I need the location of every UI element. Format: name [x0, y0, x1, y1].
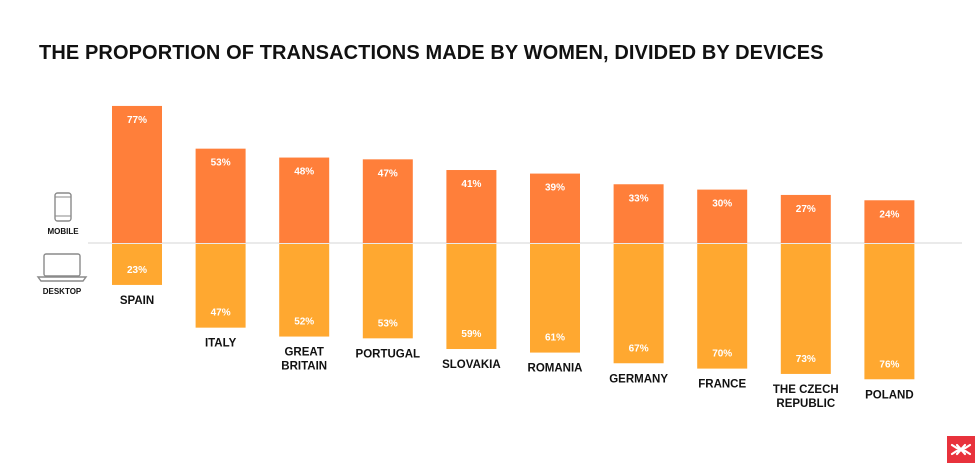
data-label-desktop: 47% [211, 308, 231, 319]
data-label-mobile: 33% [629, 193, 649, 204]
smartphone-icon [54, 192, 72, 222]
data-label-mobile: 47% [378, 168, 398, 179]
category-label-line: ITALY [205, 338, 237, 350]
bar-desktop [613, 244, 664, 364]
data-label-mobile: 77% [127, 115, 147, 126]
category-label: THE CZECH REPUBLIC [773, 384, 839, 410]
bar-desktop [864, 244, 915, 380]
chart-title: THE PROPORTION OF TRANSACTIONS MADE BY W… [39, 42, 824, 64]
bar-desktop [279, 244, 330, 337]
legend: MOBILE DESKTOP [36, 192, 88, 296]
bar-mobile [613, 184, 664, 243]
category-label: ITALY [205, 338, 237, 350]
data-label-desktop: 59% [461, 329, 481, 340]
category-label-line: REPUBLIC [776, 398, 835, 410]
data-label-mobile: 24% [879, 209, 899, 220]
bar-desktop [112, 244, 162, 285]
data-label-mobile: 27% [796, 204, 816, 215]
category-label: SPAIN [120, 295, 154, 307]
data-label-mobile: 41% [461, 179, 481, 190]
category-label-line: SPAIN [120, 295, 154, 307]
bar-desktop [195, 244, 246, 328]
data-label-mobile: 30% [712, 199, 732, 210]
legend-mobile-label: MOBILE [47, 227, 79, 236]
category-label: GREAT BRITAIN [281, 347, 327, 373]
category-label-line: GERMANY [609, 373, 668, 385]
data-label-mobile: 48% [294, 167, 314, 178]
bar-mobile [864, 200, 915, 243]
data-label-mobile: 53% [211, 158, 231, 169]
category-label: ROMANIA [528, 363, 583, 375]
bar-desktop [780, 244, 831, 374]
category-label-line: GREAT [284, 347, 323, 359]
brand-logo-icon [947, 436, 975, 463]
category-label: PORTUGAL [356, 348, 421, 360]
data-label-desktop: 73% [796, 354, 816, 365]
category-label-line: THE CZECH [773, 384, 839, 396]
bar-mobile [112, 105, 162, 243]
category-label-line: PORTUGAL [356, 348, 421, 360]
bar-mobile [530, 173, 580, 243]
bar-mobile [279, 157, 330, 243]
bar-mobile [697, 189, 748, 243]
category-label-line: POLAND [865, 389, 914, 401]
category-label: SLOVAKIA [442, 359, 501, 371]
bar-mobile [446, 170, 497, 243]
category-label-line: BRITAIN [281, 361, 327, 373]
category-label: GERMANY [609, 373, 668, 385]
legend-desktop-label: DESKTOP [43, 287, 82, 296]
category-label-line: ROMANIA [528, 363, 583, 375]
category-label: POLAND [865, 389, 914, 401]
bar-desktop [530, 244, 580, 353]
bar-desktop [362, 244, 413, 339]
bar-desktop [697, 244, 748, 369]
data-label-desktop: 52% [294, 317, 314, 328]
laptop-icon [36, 253, 88, 282]
data-label-desktop: 23% [127, 265, 147, 276]
bar-desktop [446, 244, 497, 350]
bar-mobile [780, 194, 831, 243]
data-label-desktop: 61% [545, 333, 565, 344]
category-label-line: SLOVAKIA [442, 359, 501, 371]
data-label-desktop: 53% [378, 318, 398, 329]
data-label-mobile: 39% [545, 183, 565, 194]
bar-mobile [362, 159, 413, 243]
bars-group: 77% 23% SPAIN 53% 47% ITALY 48% 52% GREAT BRITAIN… [112, 105, 915, 410]
data-label-desktop: 67% [629, 343, 649, 354]
category-label: FRANCE [698, 379, 746, 391]
bar-mobile [195, 148, 246, 243]
category-label-line: FRANCE [698, 379, 746, 391]
data-label-desktop: 70% [712, 349, 732, 360]
data-label-desktop: 76% [879, 359, 899, 370]
